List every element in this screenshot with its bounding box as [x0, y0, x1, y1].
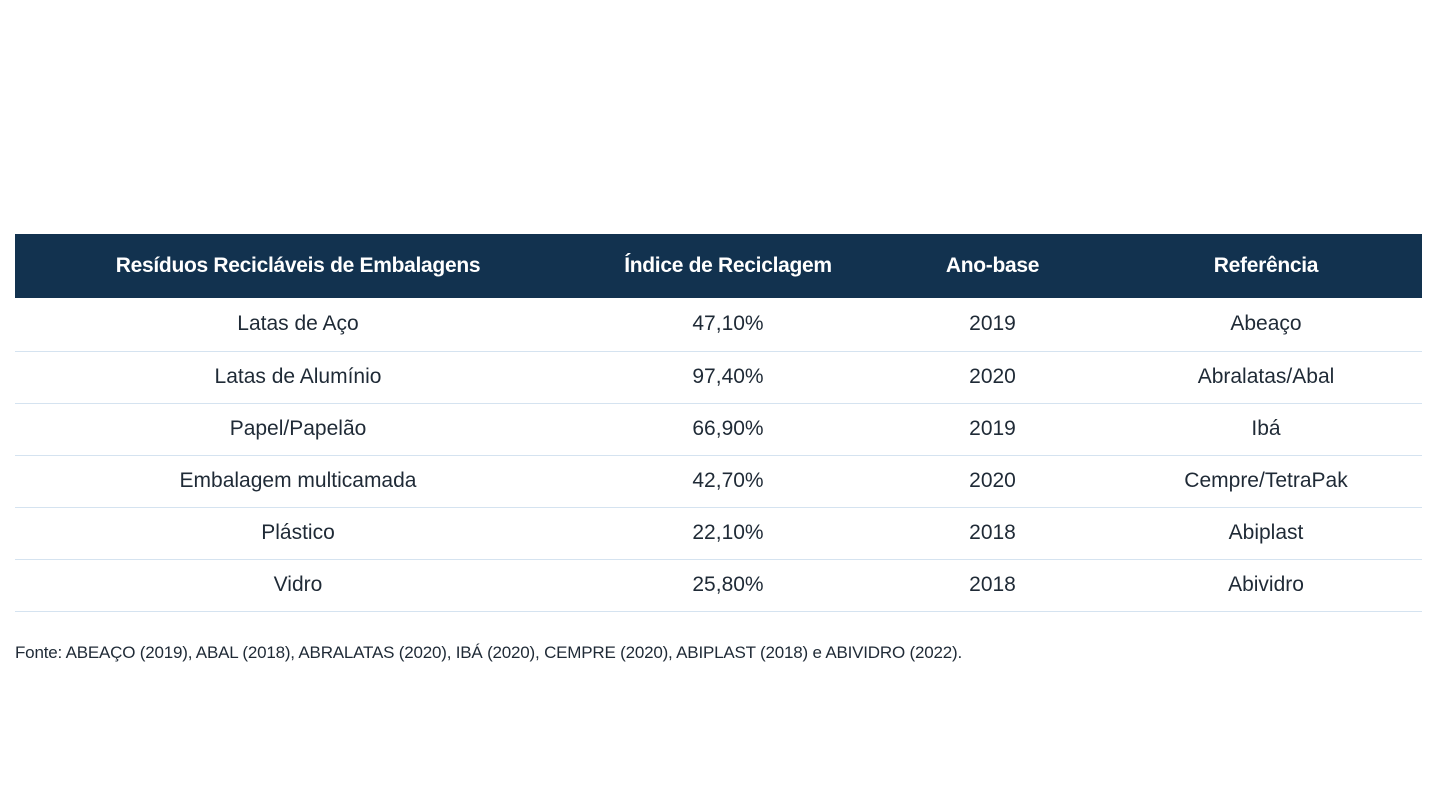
table-row: Embalagem multicamada 42,70% 2020 Cempre…	[15, 455, 1422, 507]
recycling-table-container: Resíduos Recicláveis de Embalagens Índic…	[15, 234, 1422, 612]
cell-waste-type: Papel/Papelão	[229, 417, 367, 440]
cell-recycling-rate: 66,90%	[692, 417, 764, 440]
table-row: Vidro 25,80% 2018 Abividro	[15, 559, 1422, 611]
table-row: Papel/Papelão 66,90% 2019 Ibá	[15, 403, 1422, 455]
cell-reference: Abividro	[1228, 573, 1304, 596]
source-note: Fonte: ABEAÇO (2019), ABAL (2018), ABRAL…	[15, 643, 962, 662]
cell-waste-type: Vidro	[273, 573, 323, 596]
cell-reference: Abralatas/Abal	[1197, 365, 1335, 388]
header-recycling-rate: Índice de Reciclagem	[624, 254, 832, 277]
header-waste-type: Resíduos Recicláveis de Embalagens	[115, 254, 481, 277]
cell-base-year: 2020	[969, 365, 1016, 388]
table-row: Plástico 22,10% 2018 Abiplast	[15, 507, 1422, 559]
cell-reference: Abiplast	[1228, 521, 1304, 544]
table-header: Resíduos Recicláveis de Embalagens Índic…	[15, 234, 1422, 298]
cell-reference: Cempre/TetraPak	[1184, 469, 1348, 492]
header-row: Resíduos Recicláveis de Embalagens Índic…	[15, 234, 1422, 298]
header-base-year: Ano-base	[945, 254, 1040, 277]
cell-recycling-rate: 42,70%	[692, 469, 764, 492]
cell-waste-type: Plástico	[261, 521, 335, 544]
table-row: Latas de Alumínio 97,40% 2020 Abralatas/…	[15, 351, 1422, 403]
cell-recycling-rate: 22,10%	[692, 521, 764, 544]
cell-waste-type: Latas de Alumínio	[214, 365, 382, 388]
cell-base-year: 2018	[969, 573, 1016, 596]
cell-waste-type: Latas de Aço	[237, 312, 359, 336]
recycling-table: Resíduos Recicláveis de Embalagens Índic…	[15, 234, 1422, 612]
cell-base-year: 2019	[969, 312, 1016, 336]
header-reference: Referência	[1213, 254, 1319, 277]
cell-base-year: 2018	[969, 521, 1016, 544]
cell-base-year: 2019	[969, 417, 1016, 440]
cell-recycling-rate: 47,10%	[692, 312, 764, 336]
table-row: Latas de Aço 47,10% 2019 Abeaço	[15, 298, 1422, 351]
cell-recycling-rate: 25,80%	[692, 573, 764, 596]
cell-base-year: 2020	[969, 469, 1016, 492]
cell-reference: Abeaço	[1230, 312, 1302, 336]
cell-recycling-rate: 97,40%	[692, 365, 764, 388]
cell-reference: Ibá	[1251, 417, 1281, 440]
table-body: Latas de Aço 47,10% 2019 Abeaço Latas de…	[15, 298, 1422, 611]
cell-waste-type: Embalagem multicamada	[179, 469, 417, 492]
